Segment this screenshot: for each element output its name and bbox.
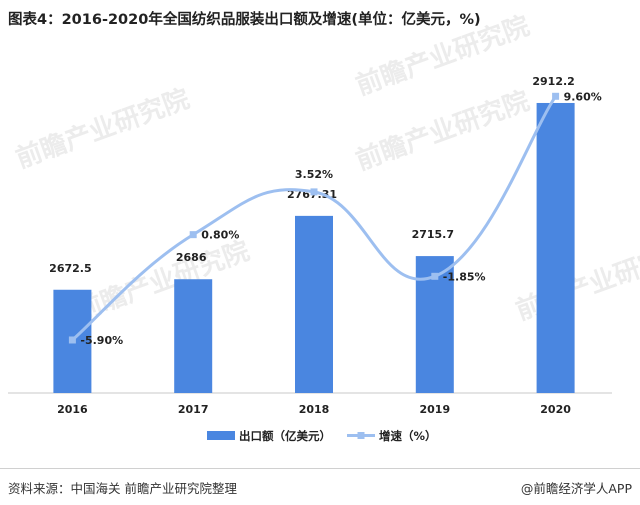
growth-value-labels: -5.90% 0.80% 3.52% -1.85% 9.60% [80,90,601,347]
legend-swatch-marker [357,432,365,439]
x-axis-tick-labels: 2016 2017 2018 2019 2020 [57,403,571,416]
chart-title: 图表4：2016-2020年全国纺织品服装出口额及增速(单位：亿美元，%) [8,12,481,28]
bar-label-2017: 2686 [176,251,207,264]
x-tick-2020: 2020 [540,403,571,416]
watermark-text: 前瞻产业研究院 [352,85,534,176]
bar-label-2019: 2715.7 [412,228,454,241]
bar-2018 [295,215,333,393]
x-tick-2019: 2019 [419,403,450,416]
x-tick-2018: 2018 [299,403,330,416]
brand-credit: @前瞻经济学人APP [520,481,632,496]
growth-line [71,95,557,342]
bar-label-2020: 2912.2 [532,75,574,88]
growth-label-2018: 3.52% [295,168,333,181]
legend: 出口额（亿美元） 增速（%） [207,429,437,443]
growth-label-2020: 9.60% [564,90,602,103]
growth-label-2016: -5.90% [80,334,123,347]
bar-series [53,102,575,393]
watermark-text: 前瞻产业研究院 [352,10,534,101]
growth-line-series [68,92,560,344]
growth-label-2019: -1.85% [443,270,486,283]
legend-label-line: 增速（%） [379,429,437,443]
growth-label-2017: 0.80% [201,229,239,242]
x-tick-2016: 2016 [57,403,88,416]
growth-point-2018 [310,188,318,196]
source-note: 资料来源：中国海关 前瞻产业研究院整理 [8,481,237,496]
growth-point-2017 [189,231,197,239]
footer-divider [0,468,640,469]
growth-point-2016 [68,336,76,344]
watermark-text: 前瞻产业研究院 [512,235,640,326]
legend-label-bar: 出口额（亿美元） [239,429,331,443]
legend-swatch-bar [207,431,235,440]
x-tick-2017: 2017 [178,403,209,416]
bar-label-2016: 2672.5 [49,262,91,275]
watermark-text: 前瞻产业研究院 [12,83,194,174]
bar-2017 [174,279,213,393]
bar-2020 [536,102,575,393]
growth-point-2020 [552,92,560,100]
growth-point-2019 [431,272,439,280]
